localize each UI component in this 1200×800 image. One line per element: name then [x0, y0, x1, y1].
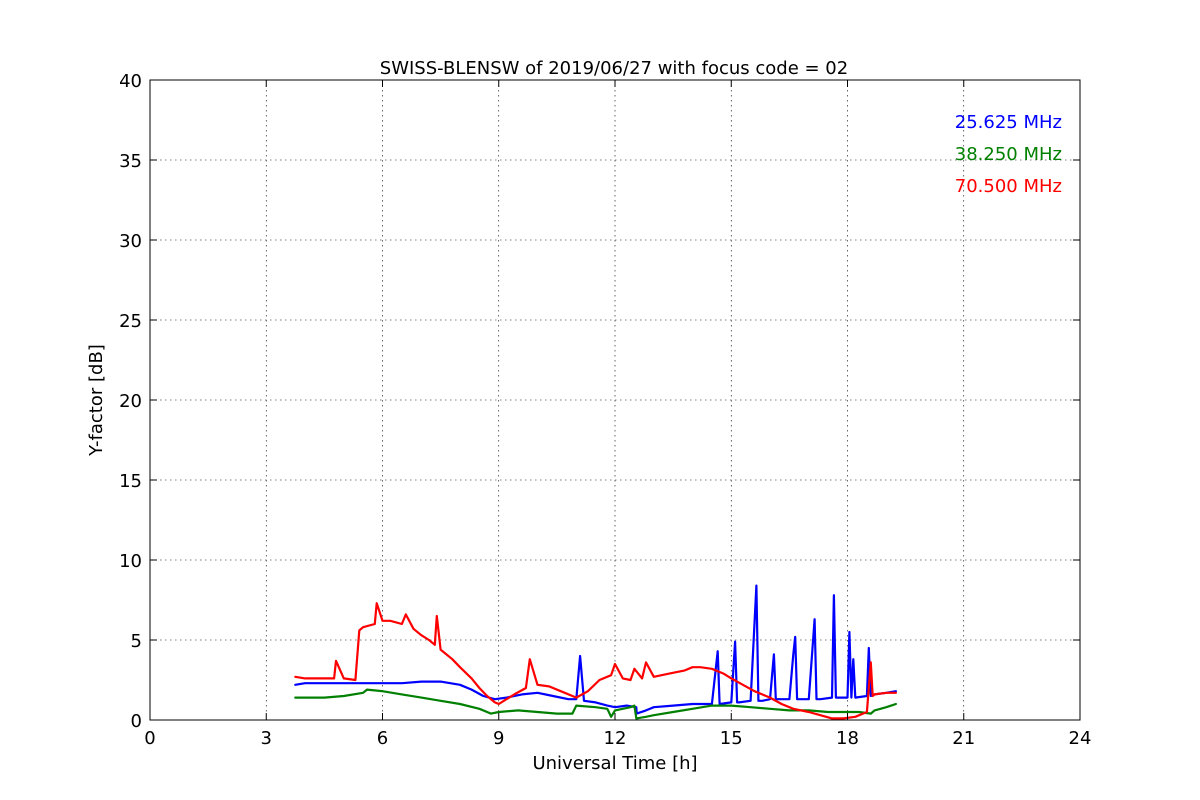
x-tick-label: 9	[493, 728, 504, 749]
legend-entry-2: 38.250 MHz	[955, 144, 1062, 165]
chart-title: SWISS-BLENSW of 2019/06/27 with focus co…	[380, 58, 848, 79]
legend: 25.625 MHz 38.250 MHz 70.500 MHz	[955, 112, 1062, 197]
y-tick-label: 30	[119, 231, 142, 252]
y-tick-label: 15	[119, 471, 142, 492]
y-tick-label: 5	[131, 631, 142, 652]
x-tick-label: 21	[952, 728, 975, 749]
x-tick-label: 15	[720, 728, 743, 749]
grid	[150, 80, 1080, 720]
legend-entry-3: 70.500 MHz	[955, 176, 1062, 197]
legend-entry-1: 25.625 MHz	[955, 112, 1062, 133]
x-tick-label: 18	[836, 728, 859, 749]
tick-labels: 0 3 6 9 12 15 18 21 24 0 5 10 15 20 25 30 35 40	[119, 71, 1091, 749]
y-tick-label: 20	[119, 391, 142, 412]
y-tick-label: 10	[119, 551, 142, 572]
series-line-3	[294, 602, 898, 720]
y-tick-label: 0	[131, 711, 142, 732]
y-axis-label: Y-factor [dB]	[86, 344, 107, 457]
x-tick-label: 24	[1069, 728, 1092, 749]
series-layer	[294, 584, 898, 720]
y-tick-label: 40	[119, 71, 142, 92]
y-tick-label: 25	[119, 311, 142, 332]
y-tick-label: 35	[119, 151, 142, 172]
x-tick-label: 6	[377, 728, 388, 749]
series-line-2	[294, 688, 898, 720]
x-tick-label: 0	[144, 728, 155, 749]
x-axis-label: Universal Time [h]	[532, 753, 697, 774]
series-line-1	[294, 584, 898, 715]
ticks	[149, 79, 1081, 721]
x-tick-label: 12	[604, 728, 627, 749]
x-tick-label: 3	[261, 728, 272, 749]
